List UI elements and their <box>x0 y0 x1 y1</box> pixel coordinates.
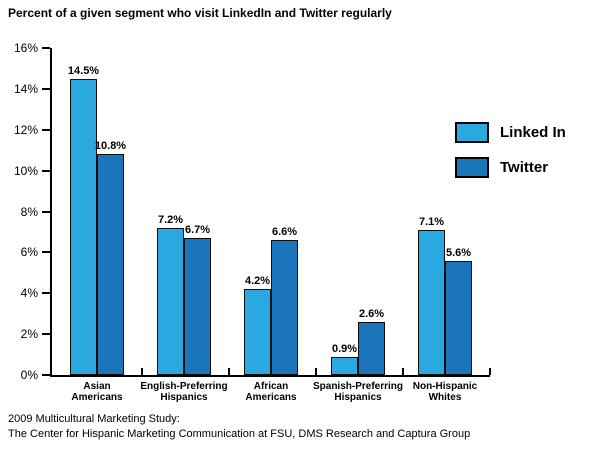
y-axis-tick-label: 6% <box>20 245 38 260</box>
legend-swatch-twitter <box>455 157 489 178</box>
y-axis-tick <box>42 292 50 295</box>
category-label: English-Preferring Hispanics <box>140 381 227 403</box>
category-label: Non-Hispanic Whites <box>413 381 477 403</box>
bar-value-label: 10.8% <box>94 140 127 152</box>
y-axis-tick <box>42 128 50 131</box>
legend-label: Linked In <box>500 124 566 141</box>
x-axis-tick <box>227 368 230 375</box>
category-label: Asian Americans <box>71 381 122 403</box>
legend-row: Twitter <box>455 157 566 178</box>
y-axis-tick <box>42 47 50 49</box>
y-axis-tick-label: 0% <box>20 368 38 382</box>
category-label-line: English-Preferring <box>140 381 228 392</box>
bar-value-label: 14.5% <box>67 65 100 77</box>
legend-row: Linked In <box>455 122 566 143</box>
y-axis-tick <box>42 87 50 90</box>
legend: Linked In Twitter <box>455 122 566 192</box>
x-axis-tick <box>314 368 317 375</box>
bar-twitter <box>184 238 211 375</box>
y-axis-tick <box>42 169 50 172</box>
plot-area: 0% 2% 4% 6% 8% 10% 12% 14% 16% 14.5% 7.2% 4.2% 0.9% 7… <box>14 41 491 403</box>
legend-swatch-linkedin <box>455 122 489 143</box>
category-label-line: Hispanics <box>160 392 208 403</box>
category-label: Spanish-Preferring Hispanics <box>313 381 403 403</box>
legend-label: Twitter <box>500 159 549 176</box>
source-note-line2: The Center for Hispanic Marketing Commun… <box>8 428 471 440</box>
bar-value-label: 2.6% <box>358 308 385 320</box>
bar-value-label: 6.6% <box>271 226 298 238</box>
bar-linkedin <box>331 357 358 375</box>
category-label-line: African <box>253 381 289 392</box>
category-label-line: Non-Hispanic <box>412 381 478 392</box>
category-label-line: Whites <box>428 392 462 403</box>
bar-value-label: 6.7% <box>184 224 211 236</box>
bar-value-label: 0.9% <box>331 343 358 355</box>
bar-twitter <box>271 240 298 375</box>
y-axis-tick-label: 4% <box>20 286 38 301</box>
category-label-line: Americans <box>245 392 297 403</box>
bar-linkedin <box>70 79 97 375</box>
source-note-line1: 2009 Multicultural Marketing Study: <box>8 413 180 425</box>
bar-linkedin <box>418 230 445 375</box>
x-axis-tick <box>488 368 491 375</box>
y-axis-tick-label: 12% <box>13 122 38 137</box>
category-label-line: Asian <box>83 381 111 392</box>
bar-linkedin <box>157 228 184 375</box>
bar-twitter <box>358 322 385 375</box>
y-axis-tick <box>42 333 50 336</box>
bar-value-label: 5.6% <box>445 247 472 259</box>
y-axis-tick-label: 8% <box>20 204 38 219</box>
source-note: 2009 Multicultural Marketing Study: The … <box>8 412 470 442</box>
y-axis-tick <box>42 374 50 376</box>
y-axis-tick-label: 14% <box>13 81 38 96</box>
category-label-line: Spanish-Preferring <box>312 381 404 392</box>
bar-value-label: 7.2% <box>157 214 184 226</box>
bar-twitter <box>445 261 472 375</box>
category-label-line: Americans <box>71 392 123 403</box>
y-axis-tick-label: 2% <box>20 327 38 342</box>
x-axis-tick <box>401 368 404 375</box>
bar-twitter <box>97 154 124 375</box>
y-axis-tick-label: 10% <box>13 163 38 178</box>
y-axis-tick-label: 16% <box>13 41 38 55</box>
x-axis-tick <box>140 368 143 375</box>
bar-value-label: 4.2% <box>244 275 271 287</box>
y-axis-tick <box>42 210 50 213</box>
bar-linkedin <box>244 289 271 375</box>
category-label-line: Hispanics <box>334 392 382 403</box>
bar-value-label: 7.1% <box>418 216 445 228</box>
category-label: African Americans <box>245 381 296 403</box>
chart-title: Percent of a given segment who visit Lin… <box>8 6 392 20</box>
y-axis-tick <box>42 251 50 254</box>
